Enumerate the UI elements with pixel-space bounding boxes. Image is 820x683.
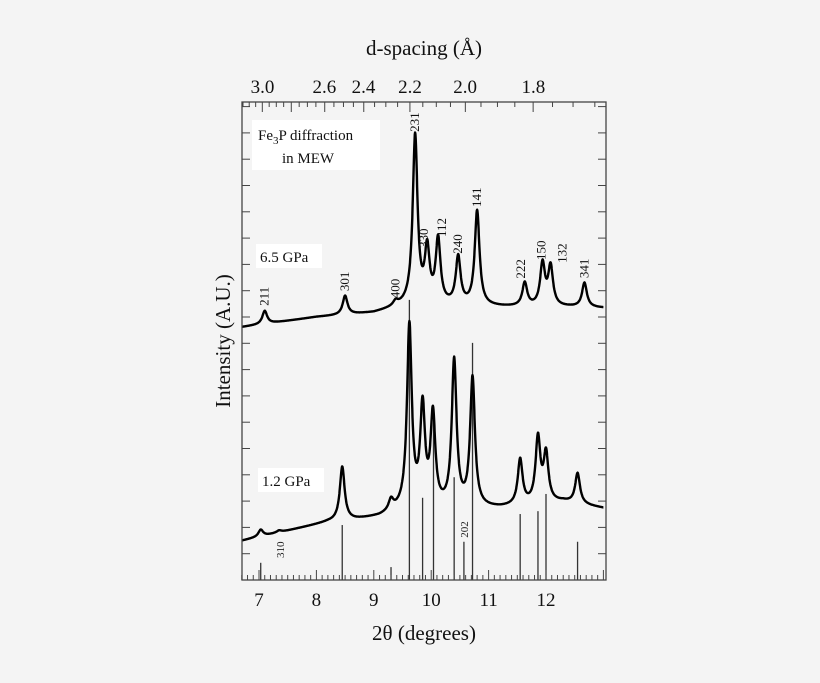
peak-label: 301 xyxy=(337,272,352,292)
reference-label: 310 xyxy=(275,541,287,558)
peak-label: 141 xyxy=(469,187,484,207)
peak-label: 150 xyxy=(534,240,549,260)
traces xyxy=(240,131,605,542)
top-axis-label: d-spacing (Å) xyxy=(366,36,482,60)
legend-box xyxy=(252,120,380,170)
plot-frame xyxy=(241,101,607,581)
peak-label: 240 xyxy=(450,234,465,254)
peak-label: 231 xyxy=(407,112,422,132)
peak-label: 112 xyxy=(434,218,449,237)
top-tick-label: 2.6 xyxy=(313,77,337,98)
top-tick-label: 2.2 xyxy=(398,77,422,98)
legend-line2: in MEW xyxy=(282,151,335,167)
peak-label: 330 xyxy=(416,229,431,249)
top-tick-label: 2.0 xyxy=(453,77,477,98)
x-axis-label: 2θ (degrees) xyxy=(372,621,476,645)
peak-label: 341 xyxy=(576,259,591,279)
series-label-bg xyxy=(258,468,324,492)
reference-label: 202 xyxy=(459,521,471,538)
y-axis-label: Intensity (A.U.) xyxy=(211,274,235,408)
peak-label: 400 xyxy=(388,279,403,299)
x-tick-label: 9 xyxy=(369,590,379,611)
trace-6.5-gpa xyxy=(240,131,605,328)
series-label-1.2gpa: 1.2 GPa xyxy=(262,474,311,490)
x-tick-label: 8 xyxy=(312,590,322,611)
legend-line1: Fe3P diffraction xyxy=(258,128,354,147)
x-tick-label: 10 xyxy=(422,590,441,611)
peak-label: 222 xyxy=(513,259,528,279)
top-tick-label: 1.8 xyxy=(521,77,545,98)
series-label-6.5gpa: 6.5 GPa xyxy=(260,250,309,266)
x-tick-label: 7 xyxy=(254,590,264,611)
trace-1.2-gpa xyxy=(240,319,605,542)
peak-label: 211 xyxy=(257,287,272,306)
top-tick-label: 2.4 xyxy=(352,77,376,98)
peak-label: 132 xyxy=(555,243,570,263)
series-label-bg xyxy=(256,244,322,268)
top-tick-label: 3.0 xyxy=(251,77,275,98)
axis-ticks: 7 8 9 10 11 12 3.0 2.6 2.4 2.2 2.0 1.8 xyxy=(241,77,606,611)
x-tick-label: 11 xyxy=(479,590,497,611)
legend: Fe3P diffraction in MEW xyxy=(252,120,380,170)
x-tick-label: 12 xyxy=(537,590,556,611)
